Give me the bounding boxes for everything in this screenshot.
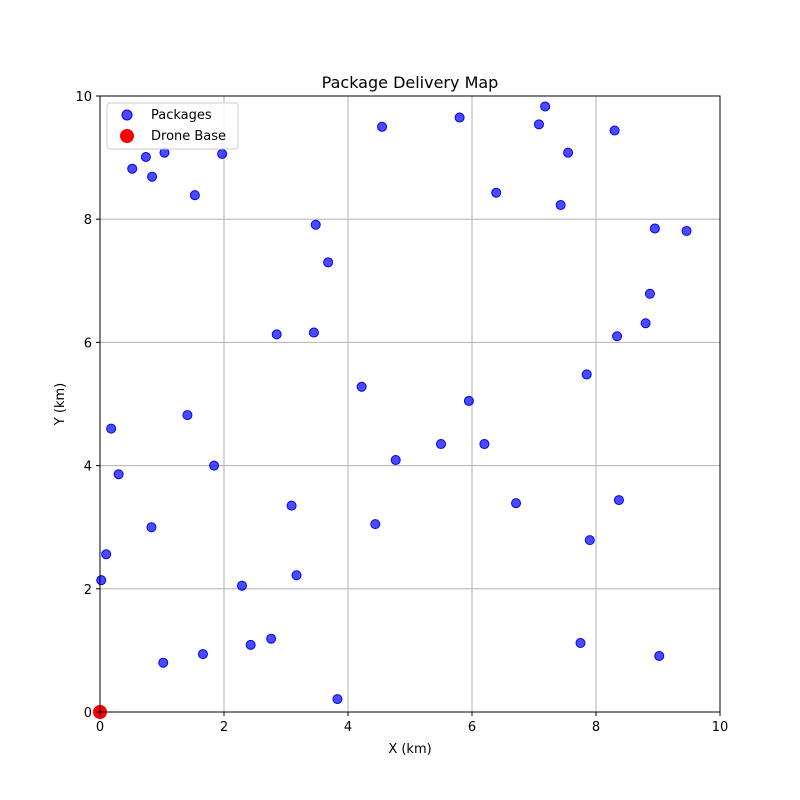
legend-label-packages: Packages — [151, 108, 212, 123]
y-tick-label: 8 — [84, 213, 92, 228]
package-point — [245, 639, 256, 650]
package-point — [158, 657, 169, 668]
package-point — [377, 121, 388, 132]
package-point — [189, 190, 200, 201]
package-point — [609, 125, 620, 136]
legend-marker-drone-base — [120, 129, 134, 143]
package-point — [197, 649, 208, 660]
package-point — [644, 288, 655, 299]
package-point — [640, 318, 651, 329]
package-point — [236, 580, 247, 591]
package-point — [463, 395, 474, 406]
plot-frame — [99, 95, 721, 713]
package-point — [479, 439, 490, 450]
package-point — [308, 327, 319, 338]
package-point — [113, 469, 124, 480]
package-point — [563, 147, 574, 158]
package-point — [491, 187, 502, 198]
package-point — [286, 500, 297, 511]
legend-box — [106, 102, 239, 150]
package-point — [323, 257, 334, 268]
package-point — [310, 219, 321, 230]
y-tick-label: 0 — [84, 706, 92, 721]
package-point — [454, 112, 465, 123]
package-point — [436, 439, 446, 450]
package-point — [581, 369, 592, 380]
package-point — [159, 147, 170, 158]
x-axis-label: X (km) — [388, 742, 431, 757]
package-point — [106, 423, 117, 434]
package-point — [271, 329, 282, 340]
package-point — [356, 381, 367, 392]
y-axis-label: Y (km) — [53, 383, 68, 426]
package-point — [147, 171, 158, 182]
package-point — [540, 101, 551, 112]
y-tick-label: 2 — [84, 583, 92, 598]
grid-lines — [99, 95, 721, 713]
package-point — [390, 455, 401, 466]
package-point — [332, 694, 343, 705]
package-point — [555, 200, 566, 211]
axis-ticks: 0 2 4 6 8 10 0 2 4 6 8 10 — [75, 90, 728, 735]
package-point — [649, 223, 660, 234]
package-point — [182, 410, 193, 421]
package-point — [101, 549, 112, 560]
legend-label-drone-base: Drone Base — [151, 129, 226, 144]
x-tick-label: 0 — [96, 720, 104, 735]
legend-marker-packages — [121, 109, 133, 121]
y-tick-label: 10 — [75, 90, 92, 105]
package-point — [533, 119, 544, 130]
package-point — [140, 151, 151, 162]
y-tick-label: 4 — [84, 460, 92, 475]
x-tick-label: 10 — [712, 720, 729, 735]
chart-title: Package Delivery Map — [322, 73, 499, 92]
package-point — [612, 331, 623, 342]
package-point — [209, 460, 220, 471]
package-point — [511, 498, 522, 509]
package-point — [681, 225, 692, 236]
package-point — [654, 650, 665, 661]
data-points — [93, 101, 692, 719]
package-point — [266, 633, 277, 644]
package-point — [146, 522, 157, 533]
legend: Packages Drone Base — [106, 102, 239, 150]
package-point — [584, 535, 595, 546]
package-point — [291, 570, 302, 581]
x-tick-label: 4 — [344, 720, 352, 735]
package-point — [127, 163, 138, 174]
package-point — [96, 575, 107, 586]
package-point — [575, 638, 586, 649]
x-tick-label: 2 — [220, 720, 228, 735]
package-point — [613, 495, 624, 506]
x-tick-label: 8 — [592, 720, 600, 735]
x-tick-label: 6 — [468, 720, 476, 735]
package-point — [370, 519, 381, 530]
y-tick-label: 6 — [84, 336, 92, 351]
package-point — [217, 148, 228, 159]
